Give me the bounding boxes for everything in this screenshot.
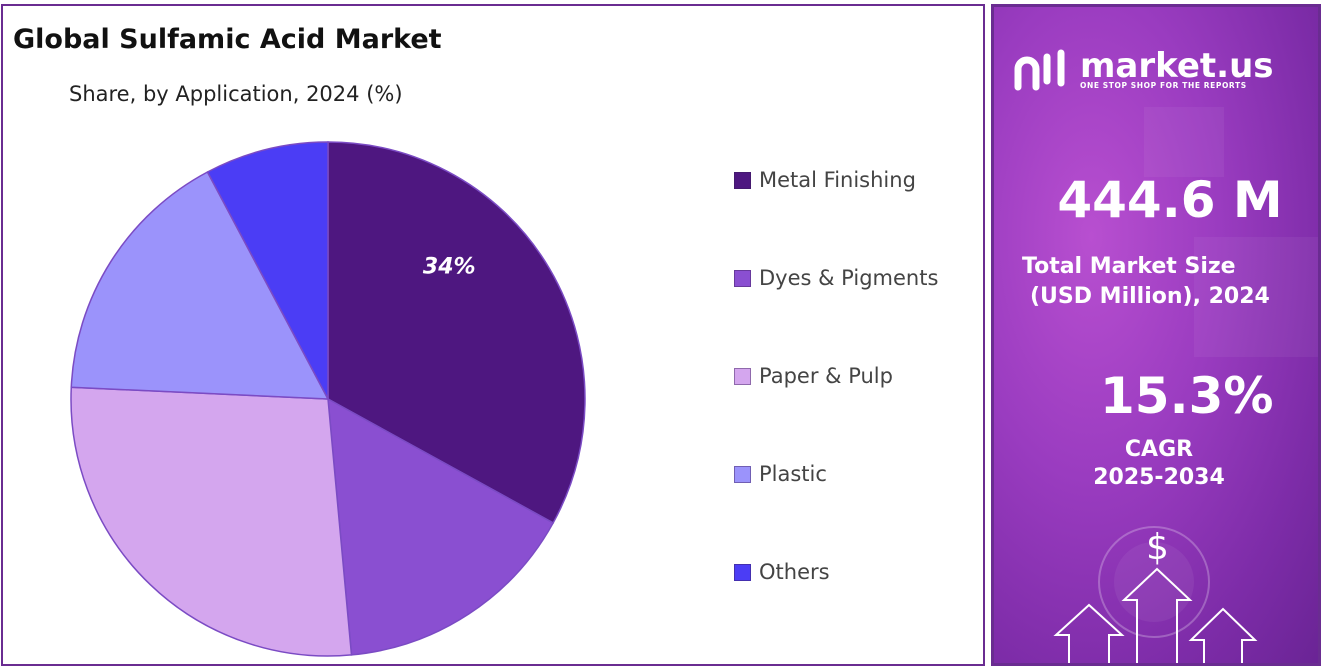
market-size-unit-label: (USD Million), 2024 [1030, 284, 1270, 309]
market-size-label: Total Market Size [1022, 254, 1236, 279]
legend-label: Metal Finishing [759, 168, 916, 192]
legend-item: Paper & Pulp [734, 364, 893, 388]
brand-tagline: ONE STOP SHOP FOR THE REPORTS [1080, 80, 1247, 90]
legend-swatch [734, 465, 751, 483]
pie-slice-plastic [70, 170, 330, 400]
dollar-icon: $ [1146, 527, 1169, 568]
legend-swatch [734, 171, 751, 189]
legend-label: Plastic [759, 462, 827, 486]
background-decoration [1053, 107, 1318, 663]
market-us-logo: market.us ONE STOP SHOP FOR THE REPORTS [1014, 47, 1274, 91]
legend-item: Metal Finishing [734, 168, 916, 192]
legend-label: Dyes & Pigments [759, 266, 939, 290]
arrow-icons [1053, 567, 1258, 663]
cagr-value: 15.3% [1100, 367, 1274, 425]
legend-swatch [734, 563, 751, 581]
legend-item: Dyes & Pigments [734, 266, 938, 290]
logo-icon [1014, 49, 1065, 91]
pie-slice-dyes-pigments [327, 397, 555, 656]
chart-title: Global Sulfamic Acid Market [13, 24, 442, 55]
legend-label: Paper & Pulp [759, 364, 893, 388]
legend-swatch [734, 367, 751, 385]
brand-name: market.us [1080, 45, 1274, 86]
summary-sidebar: market.us ONE STOP SHOP FOR THE REPORTS … [991, 4, 1321, 666]
market-size-value: 444.6 M [1057, 171, 1283, 229]
legend-swatch [734, 269, 751, 287]
pie-slice-paper-pulp [70, 386, 353, 657]
chart-subtitle: Share, by Application, 2024 (%) [69, 82, 403, 106]
legend-item: Plastic [734, 462, 827, 486]
legend-item: Others [734, 560, 830, 584]
pie-slice-others [206, 141, 329, 400]
pie-slice-metal-finishing [327, 141, 586, 524]
legend-label: Others [759, 560, 830, 584]
chart-panel: Global Sulfamic Acid Market Share, by Ap… [1, 4, 985, 666]
cagr-label: CAGR [1124, 437, 1194, 462]
pie-chart: 34% [70, 141, 586, 657]
cagr-period: 2025-2034 [1093, 465, 1225, 490]
data-label-metal-finishing: 34% [423, 254, 476, 279]
